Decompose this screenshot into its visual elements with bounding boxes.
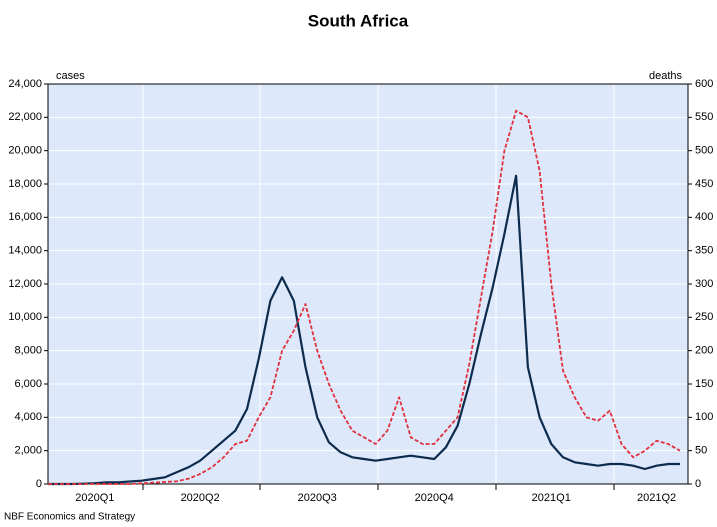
y2-tick-label: 200 [695, 345, 713, 357]
x-tick-label: 2021Q1 [532, 492, 571, 504]
y2-tick-label: 250 [695, 311, 713, 323]
x-tick-label: 2020Q3 [298, 492, 337, 504]
y-tick-label: 0 [36, 478, 42, 490]
y2-tick-label: 550 [695, 111, 713, 123]
y-tick-label: 16,000 [8, 211, 42, 223]
x-tick-label: 2021Q2 [637, 492, 676, 504]
y-tick-label: 8,000 [14, 345, 42, 357]
y2-tick-label: 350 [695, 245, 713, 257]
plot-frame [47, 83, 689, 485]
y2-axis-label: deaths [649, 70, 683, 82]
y2-tick-label: 50 [695, 445, 707, 457]
y-tick-label: 20,000 [8, 145, 42, 157]
y2-tick-label: 150 [695, 378, 713, 390]
y2-tick-label: 600 [695, 78, 713, 90]
y-axis-label: cases [56, 70, 85, 82]
y2-tick-label: 500 [695, 145, 713, 157]
y-tick-label: 18,000 [8, 178, 42, 190]
x-tick-label: 2020Q1 [75, 492, 114, 504]
y-tick-label: 22,000 [8, 111, 42, 123]
y-tick-label: 2,000 [14, 445, 42, 457]
y2-tick-label: 0 [695, 478, 701, 490]
x-tick-label: 2020Q4 [415, 492, 454, 504]
series-line [48, 109, 681, 485]
y-tick-label: 14,000 [8, 245, 42, 257]
y-tick-label: 4,000 [14, 411, 42, 423]
x-tick-label: 2020Q2 [181, 492, 220, 504]
y2-tick-label: 400 [695, 211, 713, 223]
source: NBF Economics and Strategy [4, 512, 135, 523]
y-tick-label: 12,000 [8, 278, 42, 290]
y-tick-label: 10,000 [8, 311, 42, 323]
series-line [48, 174, 680, 486]
y2-tick-label: 450 [695, 178, 713, 190]
y2-tick-label: 300 [695, 278, 713, 290]
y2-tick-label: 100 [695, 411, 713, 423]
y-tick-label: 6,000 [14, 378, 42, 390]
chart-title: South Africa [308, 11, 409, 30]
y-tick-label: 24,000 [8, 78, 42, 90]
